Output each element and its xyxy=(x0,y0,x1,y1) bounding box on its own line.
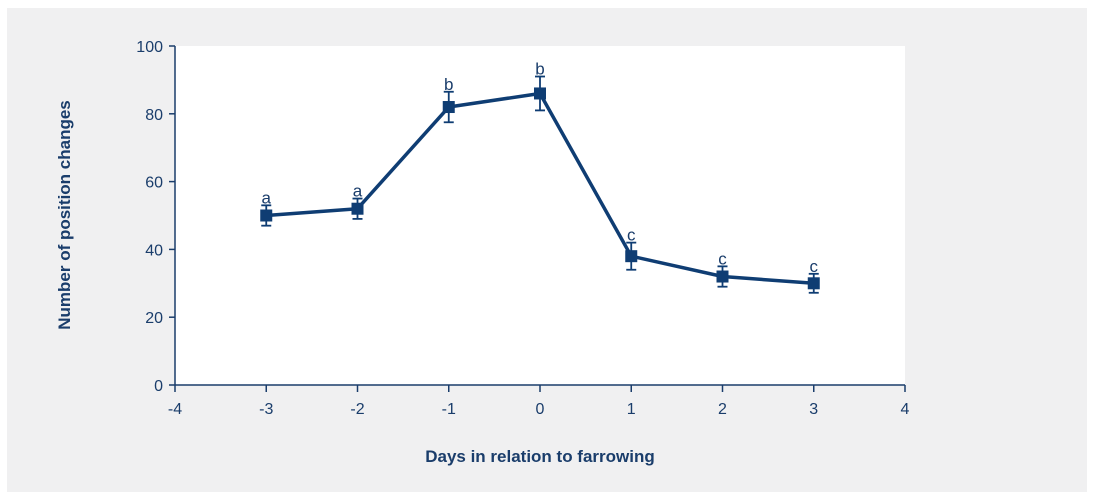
data-point xyxy=(534,87,546,100)
significance-label: a xyxy=(262,188,272,207)
x-axis-title: Days in relation to farrowing xyxy=(425,447,655,466)
x-tick-label: 4 xyxy=(901,401,910,418)
series-group: a a b b c c c xyxy=(260,60,820,294)
data-point xyxy=(442,101,455,114)
x-tick-label: 2 xyxy=(718,401,727,418)
x-tick-label: 0 xyxy=(536,401,545,418)
x-tick-label: -4 xyxy=(168,401,182,418)
significance-label: c xyxy=(627,226,636,245)
data-point xyxy=(260,209,273,222)
significance-label: b xyxy=(444,75,453,94)
significance-label: c xyxy=(718,249,727,268)
significance-label: b xyxy=(535,60,544,79)
y-tick-label: 100 xyxy=(136,39,163,56)
data-point xyxy=(807,277,820,290)
y-tick-label: 80 xyxy=(145,107,163,124)
x-tick-label: -3 xyxy=(259,401,273,418)
axes: 0 20 40 60 80 100 -4 -3 -2 -1 0 1 2 3 4 xyxy=(136,39,909,418)
significance-label: c xyxy=(810,257,819,276)
x-tick-label: -1 xyxy=(442,401,456,418)
x-tick-label: -2 xyxy=(350,401,364,418)
y-tick-label: 0 xyxy=(154,378,163,395)
significance-label: a xyxy=(353,182,363,201)
data-point xyxy=(351,202,364,215)
y-axis-title: Number of position changes xyxy=(55,100,74,330)
y-tick-label: 40 xyxy=(145,242,163,259)
x-tick-label: 3 xyxy=(809,401,818,418)
y-tick-label: 60 xyxy=(145,175,163,192)
data-point xyxy=(625,250,638,263)
x-tick-label: 1 xyxy=(627,401,636,418)
y-tick-label: 20 xyxy=(145,310,163,327)
data-point xyxy=(716,270,729,283)
